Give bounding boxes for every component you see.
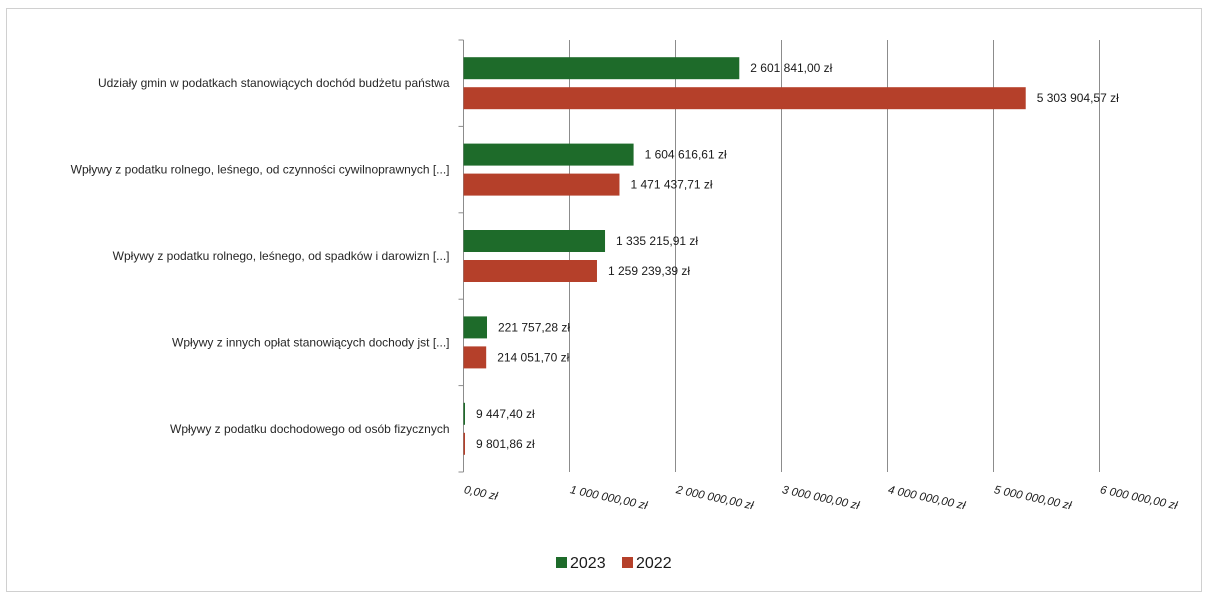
bar-2022 — [463, 87, 1026, 110]
category-labels: Udziały gmin w podatkach stanowiących do… — [71, 76, 450, 436]
legend-label: 2023 — [570, 555, 606, 572]
x-tick-label: 0,00 zł — [463, 484, 499, 503]
value-label: 1 259 239,39 zł — [608, 264, 690, 278]
value-label: 1 335 215,91 zł — [616, 234, 698, 248]
bar-2023 — [463, 230, 606, 252]
legend-label: 2022 — [636, 555, 672, 572]
x-tick-labels: 0,00 zł 1 000 000,00 zł 2 000 000,00 zł 3 0… — [463, 484, 1179, 512]
value-label: 2 601 841,00 zł — [750, 61, 832, 75]
value-label: 1 604 616,61 zł — [645, 148, 727, 162]
x-tick-label: 3 000 000,00 zł — [781, 484, 861, 512]
x-tick-label: 4 000 000,00 zł — [887, 484, 967, 512]
gridlines — [569, 40, 1100, 472]
value-label: 1 471 437,71 zł — [630, 178, 712, 192]
value-label: 9 447,40 zł — [476, 407, 535, 421]
value-labels: 2 601 841,00 zł 5 303 904,57 zł 1 604 616,… — [476, 61, 1119, 451]
x-tick-label: 6 000 000,00 zł — [1099, 484, 1179, 512]
bars — [463, 57, 1026, 455]
bar-2023 — [463, 402, 465, 425]
category-label: Wpływy z podatku dochodowego od osób fiz… — [170, 422, 450, 436]
bar-2022 — [463, 260, 597, 282]
category-label: Wpływy z podatku rolnego, leśnego, od sp… — [113, 249, 450, 263]
value-label: 214 051,70 zł — [497, 350, 569, 364]
value-label: 5 303 904,57 zł — [1037, 91, 1119, 105]
value-label: 221 757,28 zł — [498, 320, 570, 334]
bar-2023 — [463, 316, 488, 339]
legend-swatch — [556, 557, 567, 568]
legend: 2023 2022 — [556, 555, 672, 572]
bar-2022 — [463, 432, 465, 455]
category-label: Wpływy z innych opłat stanowiących docho… — [172, 335, 449, 349]
category-label: Wpływy z podatku rolnego, leśnego, od cz… — [71, 163, 450, 177]
x-tick-label: 5 000 000,00 zł — [993, 484, 1073, 512]
bar-2022 — [463, 173, 620, 196]
x-tick-label: 2 000 000,00 zł — [674, 484, 755, 512]
value-label: 9 801,86 zł — [476, 437, 535, 451]
legend-swatch — [622, 557, 633, 568]
x-tick-label: 1 000 000,00 zł — [569, 484, 649, 512]
category-axis — [458, 39, 464, 473]
bar-2022 — [463, 346, 487, 369]
bar-2023 — [463, 57, 740, 80]
category-label: Udziały gmin w podatkach stanowiących do… — [98, 76, 450, 90]
bar-2023 — [463, 143, 634, 166]
